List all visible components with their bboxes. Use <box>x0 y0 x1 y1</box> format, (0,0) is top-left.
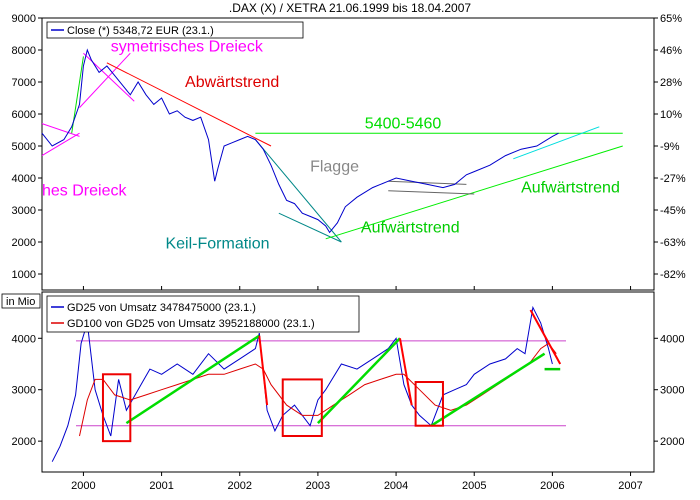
top-y-tick-label: 3000 <box>12 205 36 217</box>
top-y-tick-label: 7000 <box>12 77 36 89</box>
trendline-drop-2005 <box>529 309 562 365</box>
annotation-label: Aufwärtstrend <box>521 179 620 196</box>
top-y-tick-label: 6000 <box>12 109 36 121</box>
annotation-label: Keil-Formation <box>165 235 269 252</box>
top-trendlines <box>41 52 623 243</box>
trendline-rise-2004 <box>430 352 546 427</box>
bottom-legend-label-gd100: GD100 von GD25 von Umsatz 3952188000 (23… <box>67 318 315 330</box>
chart-title: .DAX (X) / XETRA 21.06.1999 bis 18.04.20… <box>229 1 471 15</box>
trendline-rise-2000 <box>125 334 260 425</box>
top-panel-ticks: 1000 2000 3000 4000 5000 6000 7000 8000 9000 65% 4… <box>12 13 686 290</box>
series-line-gd25 <box>51 305 553 462</box>
bottom-y-tick-label: 2000 <box>12 436 36 448</box>
top-y-right-tick-label: 10% <box>660 109 682 121</box>
annotation-label: Abwärtstrend <box>185 74 279 91</box>
bottom-y-right-tick-label: 3000 <box>660 385 684 397</box>
bottom-y-right-tick-label: 2000 <box>660 436 684 448</box>
top-y-right-tick-label: 28% <box>660 77 682 89</box>
bottom-legend-box <box>46 295 360 333</box>
bottom-trendlines <box>125 309 562 427</box>
box-2004 <box>414 381 444 427</box>
x-tick-label: 2006 <box>540 480 564 492</box>
x-tick-label: 2000 <box>71 480 95 492</box>
bottom-y-tick-label: 3000 <box>12 385 36 397</box>
annotation-label: Flagge <box>310 159 359 176</box>
bottom-panel-ticks: 2000 2000 3000 3000 4000 4000 2000 2001 2002 2003… <box>12 333 685 492</box>
top-y-tick-label: 1000 <box>12 269 36 281</box>
bottom-boxes <box>101 373 444 443</box>
bottom-legend-label-gd25: GD25 von Umsatz 3478475000 (23.1.) <box>67 302 256 314</box>
trendline-flagge-lower <box>388 190 475 195</box>
x-tick-label: 2005 <box>462 480 486 492</box>
trendline-aufwaertstrend-2003 <box>325 145 623 240</box>
top-y-tick-label: 5000 <box>12 141 36 153</box>
annotation-label: symetrisches Dreieck <box>111 39 264 56</box>
trendline-drop-2002 <box>258 335 269 406</box>
top-y-tick-label: 2000 <box>12 237 36 249</box>
x-tick-label: 2002 <box>228 480 252 492</box>
top-legend-label: Close (*) 5348,72 EUR (23.1.) <box>67 25 214 37</box>
x-tick-label: 2007 <box>618 480 642 492</box>
top-y-tick-label: 4000 <box>12 173 36 185</box>
trendline-symetrisches-dreieck-lower <box>41 132 80 157</box>
top-y-right-tick-label: -45% <box>660 205 686 217</box>
bottom-y-right-tick-label: 4000 <box>660 333 684 345</box>
top-y-tick-label: 9000 <box>12 13 36 25</box>
top-y-right-tick-label: -27% <box>660 173 686 185</box>
unit-label: in Mio <box>6 296 35 308</box>
top-y-right-tick-label: -82% <box>660 269 686 281</box>
top-y-right-tick-label: -9% <box>660 141 680 153</box>
trendline-rise-2003 <box>317 337 401 425</box>
top-series <box>41 48 559 234</box>
trendline-symetrisches-dreieck-upper <box>41 123 80 137</box>
box-2000 <box>101 373 132 443</box>
annotation-label: 5400-5460 <box>365 115 442 132</box>
trendline-channel-upper <box>513 126 600 160</box>
series-line-close <box>41 48 559 234</box>
annotation-label: hes Dreieck <box>42 183 127 200</box>
trendline-flagge-upper <box>388 180 467 185</box>
bottom-y-tick-label: 4000 <box>12 333 36 345</box>
top-annotations: symetrisches Dreieck Abwärtstrend 5400-546… <box>42 39 620 253</box>
trendline-keil-upper <box>254 139 342 243</box>
top-y-right-tick-label: 65% <box>660 13 682 25</box>
trendline-dreieck-2000-lower <box>79 52 131 108</box>
top-legend-box <box>46 21 304 39</box>
top-y-tick-label: 8000 <box>12 45 36 57</box>
top-y-right-tick-label: 46% <box>660 45 682 57</box>
top-panel-frame <box>41 17 655 291</box>
unit-label-box <box>1 293 41 309</box>
trendline-abwaertstrend <box>106 62 272 147</box>
trendline-drop-2004 <box>398 338 413 406</box>
box-2002 <box>281 378 323 437</box>
x-tick-label: 2001 <box>149 480 173 492</box>
top-y-right-tick-label: -63% <box>660 237 686 249</box>
x-tick-label: 2003 <box>306 480 330 492</box>
x-tick-label: 2004 <box>384 480 408 492</box>
annotation-label: Aufwärtstrend <box>361 219 460 236</box>
